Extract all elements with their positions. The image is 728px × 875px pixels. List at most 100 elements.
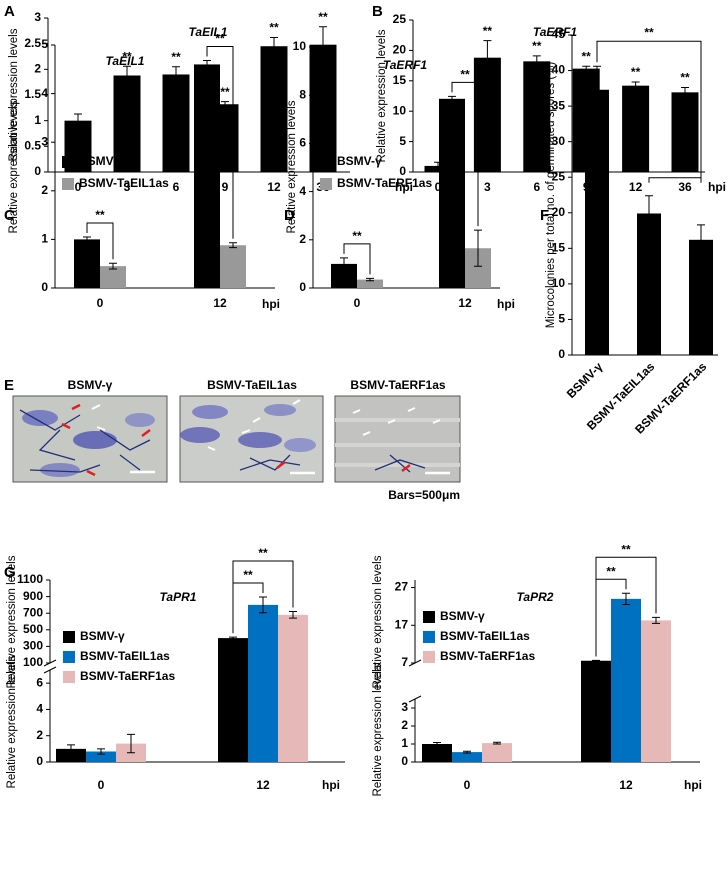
x-tick-label: 12 <box>213 296 227 310</box>
error-bar <box>448 95 456 102</box>
y-tick-label: 300 <box>23 639 43 653</box>
y-tick-label: 1 <box>34 113 41 127</box>
legend-swatch <box>63 651 75 663</box>
x-tick-label: 12 <box>267 180 281 194</box>
bar <box>194 64 220 288</box>
x-tick-label: 12 <box>619 778 633 792</box>
bar <box>220 245 246 288</box>
legend-swatch <box>63 671 75 683</box>
significance-label: ** <box>243 568 253 582</box>
bar <box>248 604 278 762</box>
y-tick-label: 8 <box>299 87 306 101</box>
significance-bracket <box>86 222 114 260</box>
y-tick-label: 5 <box>558 312 565 326</box>
error-bar <box>622 592 630 606</box>
bar <box>260 46 288 172</box>
y-tick-label: 17 <box>395 617 409 631</box>
significance-bracket <box>596 40 702 183</box>
significance-bracket <box>343 243 371 275</box>
y-axis-label: Microcolonies per total no. of germinate… <box>545 62 557 329</box>
error-bar <box>593 65 601 114</box>
panel-letter: E <box>4 377 14 394</box>
bar <box>113 75 141 172</box>
error-bar <box>221 101 229 108</box>
y-axis-label: Relative expression levels <box>6 555 18 688</box>
y-tick-label: 3 <box>34 10 41 24</box>
error-bar <box>123 65 131 86</box>
bar <box>439 98 465 288</box>
y-tick-label: 40 <box>552 63 566 77</box>
legend-swatch <box>423 631 435 643</box>
error-bar <box>433 742 441 746</box>
scale-bar-label: Bars=500μm <box>388 488 460 502</box>
legend-label: BSMV-TaEIL1as <box>440 629 530 643</box>
x-tick-label: 0 <box>98 778 105 792</box>
x-axis-label: hpi <box>322 778 340 792</box>
bar <box>86 751 116 762</box>
error-bar <box>493 741 501 745</box>
chart-title: TaEIL1 <box>106 54 145 68</box>
x-axis-label: hpi <box>497 297 515 311</box>
y-tick-label: 2 <box>34 62 41 76</box>
error-bar <box>532 55 541 68</box>
bar <box>622 85 650 172</box>
y-tick-label: 700 <box>23 605 43 619</box>
error-bar <box>289 611 297 619</box>
significance-label: ** <box>483 24 493 38</box>
bar <box>689 239 713 355</box>
significance-label: ** <box>122 49 132 63</box>
y-tick-label: 4 <box>36 702 43 716</box>
x-tick-label: 0 <box>354 296 361 310</box>
x-tick-label: 0 <box>75 180 82 194</box>
y-tick-label: 15 <box>552 241 566 255</box>
bar <box>641 620 671 762</box>
significance-label: ** <box>582 49 592 63</box>
chart-title: TaERF1 <box>383 58 428 72</box>
y-tick-label: 20 <box>552 205 566 219</box>
x-tick-label: 0 <box>97 296 104 310</box>
error-bar <box>127 733 135 754</box>
micrograph <box>179 395 324 483</box>
bar <box>162 74 190 172</box>
y-tick-label: 1.5 <box>24 87 41 101</box>
legend-label: BSMV-TaEIL1as <box>80 649 170 663</box>
y-axis-label: Relative expression levels <box>286 100 298 233</box>
y-axis-label: Relative expression levels <box>372 663 384 796</box>
chart-title: TaPR1 <box>160 590 197 604</box>
y-tick-label: 27 <box>395 580 409 594</box>
error-bar <box>270 37 278 56</box>
micrograph <box>334 395 461 483</box>
y-tick-label: 1100 <box>17 572 43 586</box>
y-tick-label: 25 <box>393 12 407 26</box>
significance-bracket <box>451 81 479 227</box>
y-tick-label: 1 <box>41 232 48 246</box>
x-axis-label: hpi <box>708 180 726 194</box>
y-axis-label: Relative expression levels <box>8 28 20 161</box>
error-bar <box>592 659 600 662</box>
error-bar <box>319 26 327 64</box>
bar <box>637 213 661 355</box>
y-tick-label: 30 <box>552 134 566 148</box>
error-bar <box>109 262 117 270</box>
bar <box>482 743 512 762</box>
x-tick-label: 12 <box>256 778 270 792</box>
y-axis-label: Relative expression levels <box>376 29 388 162</box>
x-tick-label: 36 <box>678 180 692 194</box>
y-tick-label: 2 <box>41 183 48 197</box>
bar <box>452 752 482 762</box>
y-tick-label: 6 <box>299 136 306 150</box>
y-tick-label: 4 <box>41 86 48 100</box>
significance-label: ** <box>460 68 470 82</box>
y-tick-label: 0 <box>41 280 48 294</box>
significance-label: ** <box>318 10 328 24</box>
error-bar <box>172 66 180 83</box>
error-bar <box>67 744 75 754</box>
error-bar <box>631 81 640 90</box>
y-tick-label: 3 <box>41 134 48 148</box>
significance-label: ** <box>258 546 268 560</box>
panel-letter: F <box>540 207 549 224</box>
error-bar <box>74 113 82 128</box>
significance-label: ** <box>631 65 641 79</box>
axis-break <box>43 666 57 674</box>
